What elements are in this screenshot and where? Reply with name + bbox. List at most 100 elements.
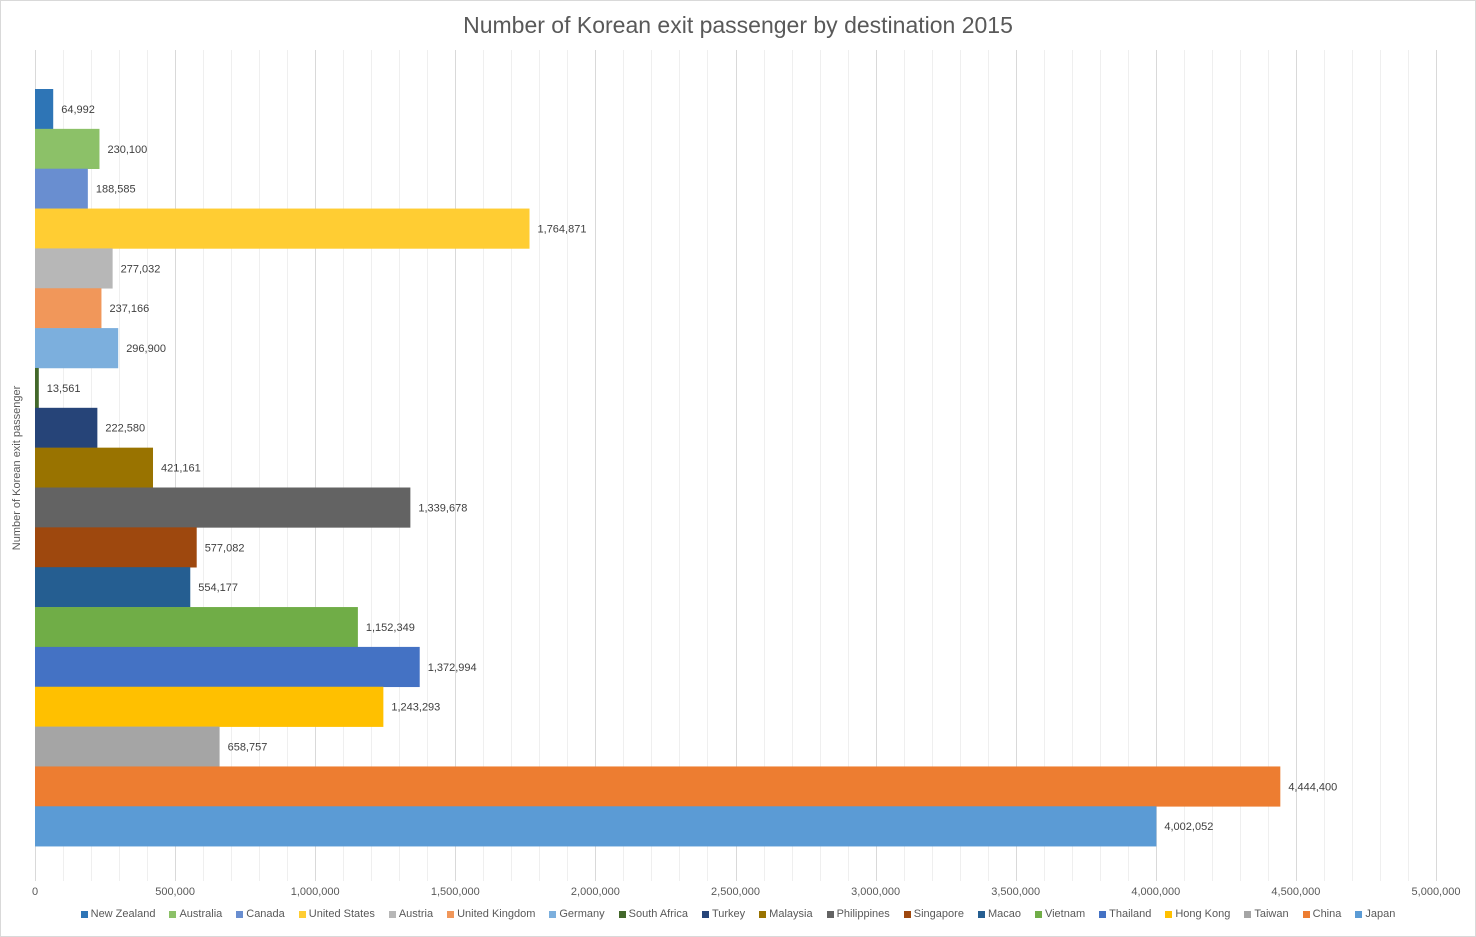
bar-south-africa — [35, 367, 39, 409]
x-tick-label: 4,000,000 — [1131, 886, 1180, 898]
legend-swatch — [388, 910, 396, 918]
x-tick-label: 2,000,000 — [571, 886, 620, 898]
bar-taiwan — [35, 726, 220, 767]
legend-label: United States — [308, 908, 375, 920]
legend-item: China — [1302, 908, 1342, 920]
legend-label: United Kingdom — [457, 908, 536, 920]
x-tick-label: 2,500,000 — [711, 886, 760, 898]
data-label: 222,580 — [105, 423, 145, 435]
legend-item: United States — [298, 908, 375, 920]
legend-swatch — [618, 910, 626, 918]
legend-label: Singapore — [913, 908, 964, 920]
bar-canada — [35, 168, 88, 209]
legend-swatch — [1244, 910, 1252, 918]
legend-swatch — [549, 910, 557, 918]
bar-thailand — [35, 646, 420, 688]
legend-swatch — [1355, 910, 1363, 918]
legend-label: Austria — [398, 908, 434, 920]
legend-item: Macao — [977, 908, 1021, 920]
x-tick-label: 3,500,000 — [991, 886, 1040, 898]
x-tick-label: 1,000,000 — [291, 886, 340, 898]
legend-item: Germany — [549, 908, 605, 920]
bar-malaysia — [35, 447, 154, 488]
data-label: 237,166 — [109, 303, 149, 315]
data-label: 1,764,871 — [538, 223, 587, 235]
bar-germany — [35, 328, 119, 369]
data-label: 277,032 — [121, 263, 161, 275]
data-label: 1,339,678 — [418, 502, 467, 514]
legend-item: Thailand — [1099, 908, 1151, 920]
legend-item: New Zealand — [80, 908, 156, 920]
bar-macao — [35, 567, 191, 608]
legend-swatch — [701, 910, 709, 918]
legend-item: Australia — [169, 908, 222, 920]
legend-item: Taiwan — [1244, 908, 1289, 920]
legend-label: South Africa — [628, 908, 688, 920]
bar-japan — [35, 806, 1157, 847]
legend-label: New Zealand — [90, 908, 156, 920]
bar-vietnam — [35, 607, 358, 648]
legend-swatch — [1099, 910, 1107, 918]
legend-item: United Kingdom — [447, 908, 535, 920]
legend-label: Germany — [559, 908, 605, 920]
bar-philippines — [35, 487, 411, 528]
legend-label: Hong Kong — [1175, 908, 1231, 920]
bar-austria — [35, 248, 113, 289]
legend-label: Thailand — [1109, 908, 1152, 920]
data-label: 4,444,400 — [1288, 781, 1337, 793]
legend-label: Australia — [179, 908, 223, 920]
gridlines — [35, 50, 1437, 881]
legend-swatch — [977, 910, 985, 918]
legend-label: Taiwan — [1254, 908, 1289, 920]
legend-swatch — [1034, 910, 1042, 918]
legend-item: Singapore — [903, 908, 964, 920]
bar-singapore — [35, 527, 197, 568]
legend-label: Macao — [987, 908, 1021, 920]
bar-australia — [35, 128, 100, 169]
data-label: 658,757 — [228, 742, 268, 754]
data-labels: 64,992 230,100 188,585 1,764,871 277,032 237,… — [47, 104, 1337, 833]
legend-swatch — [759, 910, 767, 918]
legend-swatch — [826, 910, 834, 918]
bar-turkey — [35, 407, 98, 448]
legend-swatch — [169, 910, 177, 918]
legend-item: Malaysia — [759, 908, 813, 920]
legend-swatch — [80, 910, 88, 918]
bar-united-kingdom — [35, 288, 102, 329]
legend-item: Turkey — [701, 908, 746, 920]
data-label: 1,152,349 — [366, 622, 415, 634]
legend-item: Japan — [1355, 908, 1395, 920]
legend: New Zealand Australia Canada United States A… — [0, 908, 1476, 920]
legend-label: Vietnam — [1044, 908, 1086, 920]
legend-item: Philippines — [826, 908, 890, 920]
x-tick-label: 5,000,000 — [1412, 886, 1461, 898]
legend-label: Japan — [1365, 908, 1396, 920]
x-tick-labels: 0 500,000 1,000,000 1,500,000 2,000,000 2,500… — [32, 886, 1461, 898]
data-label: 64,992 — [61, 104, 95, 116]
legend-item: Canada — [236, 908, 285, 920]
legend-item: Vietnam — [1034, 908, 1086, 920]
legend-item: Hong Kong — [1165, 908, 1230, 920]
chart-title: Number of Korean exit passenger by desti… — [463, 12, 1013, 38]
legend-label: Turkey — [711, 908, 746, 920]
legend-label: China — [1312, 908, 1342, 920]
legend-swatch — [903, 910, 911, 918]
data-label: 13,561 — [47, 383, 81, 395]
x-tick-label: 0 — [32, 886, 38, 898]
legend-swatch — [298, 910, 306, 918]
data-label: 188,585 — [96, 184, 136, 196]
legend-item: Austria — [388, 908, 434, 920]
bar-united-states — [35, 208, 530, 249]
data-label: 421,161 — [161, 463, 201, 475]
x-tick-label: 1,500,000 — [431, 886, 480, 898]
legend-swatch — [1302, 910, 1310, 918]
data-label: 296,900 — [126, 343, 166, 355]
data-label: 1,372,994 — [428, 662, 477, 674]
legend-label: Philippines — [836, 908, 890, 920]
data-label: 577,082 — [205, 542, 245, 554]
data-label: 4,002,052 — [1164, 821, 1213, 833]
legend-swatch — [447, 910, 455, 918]
bars — [35, 89, 1281, 847]
data-label: 1,243,293 — [391, 702, 440, 714]
